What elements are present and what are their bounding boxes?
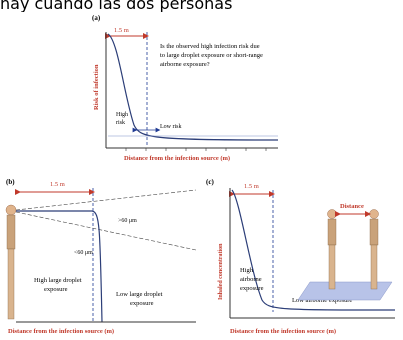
- person-right-icon: [369, 209, 379, 290]
- panel-a-high-2: risk: [116, 120, 125, 126]
- panel-c-distance-word: Distance: [340, 203, 364, 210]
- panel-c-concentration-curve: [231, 189, 396, 311]
- panel-a-ticks: [125, 148, 267, 151]
- panel-a-tag: (a): [92, 14, 101, 22]
- panel-c-ylabel: Inhaled concentration: [218, 243, 224, 300]
- panel-b-distance-label: 1.5 m: [50, 181, 65, 188]
- panel-b-cone-lower: [15, 211, 197, 251]
- panel-a-low: Low risk: [160, 124, 182, 130]
- panel-c-high-3: exposure: [240, 285, 264, 292]
- panel-b-high-2: exposure: [44, 286, 68, 293]
- panel-c-low: Low airborne exposure: [292, 297, 352, 304]
- panel-b-low-2: exposure: [130, 300, 154, 307]
- panel-a-risk-curve: [107, 33, 279, 141]
- panel-a-question-1: Is the observed high infection risk due: [160, 43, 260, 50]
- panel-b-gt60: >60 μm: [118, 218, 137, 224]
- person-left-icon: [327, 209, 337, 290]
- panel-b-low-1: Low large droplet: [116, 291, 163, 298]
- snippet-text: nay cuando las dos personas: [0, 0, 233, 12]
- panel-a-question-2: to large droplet exposure or short-range: [160, 52, 263, 59]
- panel-b-tag: (b): [6, 178, 15, 186]
- panel-a-ylabel: Risk of infection: [93, 64, 100, 110]
- panel-b-high-1: High large droplet: [34, 277, 82, 284]
- panel-a-xlabel: Distance from the infection source (m): [124, 155, 230, 162]
- person-icon: [5, 204, 17, 320]
- panel-a-distance-label: 1.5 m: [114, 27, 129, 34]
- panel-c-tag: (c): [206, 178, 214, 186]
- panel-c-high-2: airborne: [240, 276, 262, 283]
- panel-a-question-3: airborne exposure?: [160, 61, 210, 68]
- panel-c-distance-label: 1.5 m: [244, 183, 259, 190]
- panel-c-floor: [297, 281, 393, 301]
- panel-c-high-1: High: [240, 267, 254, 274]
- panel-b-xlabel: Distance from the infection source (m): [8, 328, 114, 335]
- panel-c-xlabel: Distance from the infection source (m): [230, 328, 336, 335]
- panel-b-exposure-curve: [16, 210, 103, 323]
- panel-a-high-1: High: [116, 112, 128, 118]
- panel-b-lt60: <60 μm: [74, 250, 93, 256]
- panel-b-cone-upper: [15, 189, 197, 211]
